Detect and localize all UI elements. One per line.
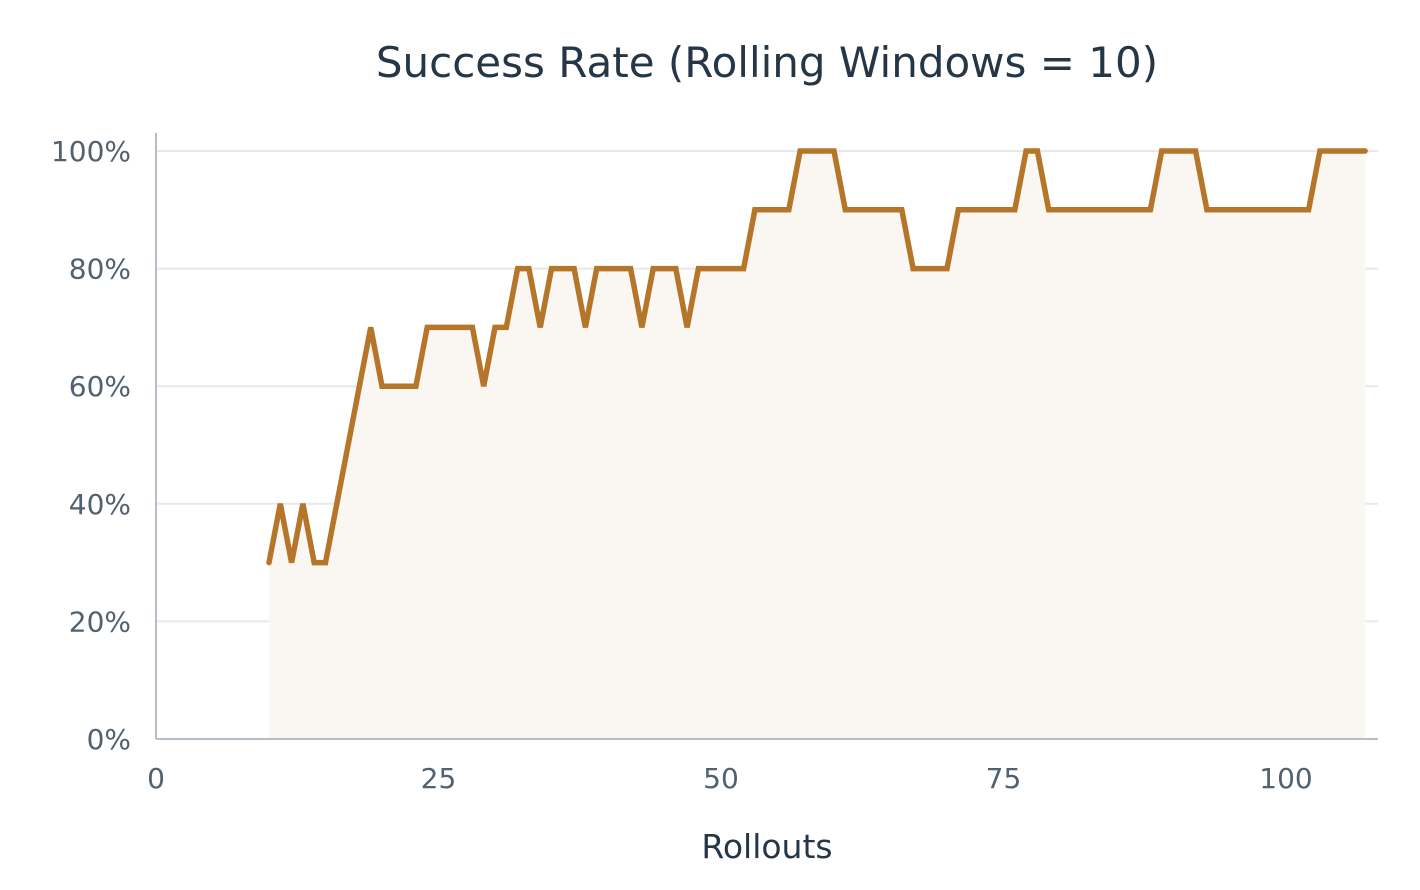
y-tick-label: 0% <box>87 723 131 756</box>
x-tick-label: 25 <box>421 762 457 795</box>
x-tick-label: 0 <box>147 762 165 795</box>
series-line <box>266 148 1368 566</box>
x-tick-label: 100 <box>1259 762 1312 795</box>
y-tick-labels: 0% 20% 40% 60% 80% 100% <box>51 135 131 756</box>
x-tick-labels: 0 25 50 75 100 <box>147 762 1313 795</box>
x-axis-label: Rollouts <box>701 827 832 866</box>
x-tick-label: 50 <box>703 762 739 795</box>
y-tick-label: 80% <box>69 253 131 286</box>
area-layer <box>269 151 1366 739</box>
line-layer <box>266 148 1368 566</box>
y-tick-label: 100% <box>51 135 131 168</box>
y-tick-label: 40% <box>69 488 131 521</box>
axis-layer <box>155 133 1378 740</box>
chart-title: Success Rate (Rolling Windows = 10) <box>376 38 1158 87</box>
x-tick-label: 75 <box>986 762 1022 795</box>
series-area <box>269 151 1366 739</box>
y-tick-label: 60% <box>69 370 131 403</box>
y-tick-label: 20% <box>69 605 131 638</box>
